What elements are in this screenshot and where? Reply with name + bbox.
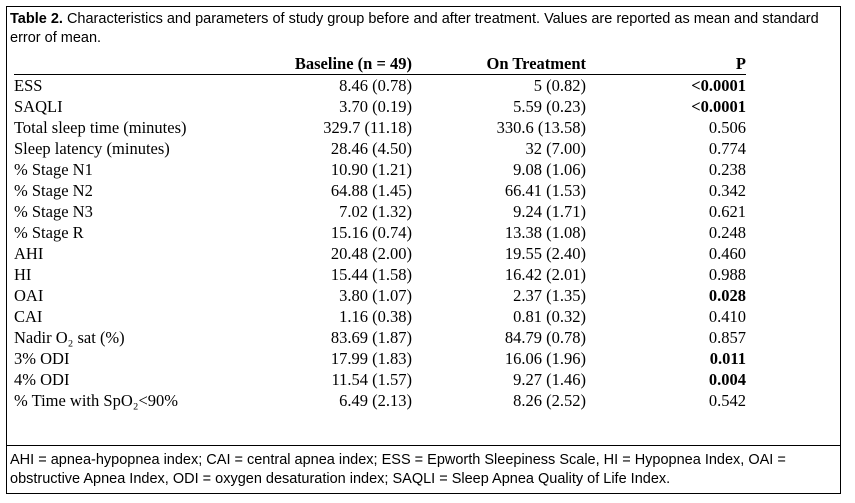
row-parameter: HI [14,265,32,284]
table-row: AHI 20.48 (2.00) 19.55 (2.40) 0.460 [14,243,746,264]
table-row: Total sleep time (minutes) 329.7 (11.18) 3… [14,117,746,138]
row-parameter: % Stage N3 [14,202,93,221]
row-baseline-value: 28.46 (4.50) [330,139,412,158]
row-p-value: 0.774 [708,139,746,158]
row-treatment-value: 13.38 (1.08) [504,223,586,242]
row-baseline-value: 15.44 (1.58) [330,265,412,284]
table-row: Nadir O₂ sat (%) 83.69 (1.87) 84.79 (0.78)… [14,327,746,348]
table-row: ESS 8.46 (0.78) 5 (0.82) <0.0001 [14,75,746,97]
row-treatment-value: 2.37 (1.35) [513,286,586,305]
row-treatment-value: 9.27 (1.46) [513,370,586,389]
row-baseline-value: 3.70 (0.19) [339,97,412,116]
table-row: % Stage N2 64.88 (1.45) 66.41 (1.53) 0.342 [14,180,746,201]
row-baseline-value: 10.90 (1.21) [330,160,412,179]
row-parameter: Sleep latency (minutes) [14,139,170,158]
table-row: HI 15.44 (1.58) 16.42 (2.01) 0.988 [14,264,746,285]
row-baseline-value: 17.99 (1.83) [330,349,412,368]
row-p-value: 0.621 [708,202,746,221]
row-baseline-value: 1.16 (0.38) [339,307,412,326]
row-treatment-value: 9.24 (1.71) [513,202,586,221]
row-treatment-value: 5 (0.82) [533,76,586,95]
table-caption: Table 2. Characteristics and parameters … [10,10,825,48]
row-treatment-value: 84.79 (0.78) [504,328,586,347]
row-baseline-value: 15.16 (0.74) [330,223,412,242]
row-treatment-value: 19.55 (2.40) [504,244,586,263]
row-p-value: 0.410 [708,307,746,326]
header-baseline-label: Baseline (n = 49) [294,54,412,73]
row-p-value: 0.506 [708,118,746,137]
table-row: 3% ODI 17.99 (1.83) 16.06 (1.96) 0.011 [14,348,746,369]
row-baseline-value: 64.88 (1.45) [330,181,412,200]
row-p-value: 0.988 [708,265,746,284]
row-parameter: AHI [14,244,44,263]
table-footnote: AHI = apnea-hypopnea index; CAI = centra… [10,452,786,487]
row-p-value: 0.011 [709,349,746,368]
row-baseline-value: 7.02 (1.32) [339,202,412,221]
header-parameter [14,53,210,75]
row-baseline-value: 3.80 (1.07) [339,286,412,305]
table-row: CAI 1.16 (0.38) 0.81 (0.32) 0.410 [14,306,746,327]
row-treatment-value: 8.26 (2.52) [513,391,586,410]
row-parameter: Total sleep time (minutes) [14,118,187,137]
caption-label: Table 2. [10,11,63,27]
table-body: ESS 8.46 (0.78) 5 (0.82) <0.0001 SAQLI 3.70 (… [14,75,746,412]
row-p-value: 0.857 [708,328,746,347]
table-row: SAQLI 3.70 (0.19) 5.59 (0.23) <0.0001 [14,96,746,117]
table-row: % Stage N3 7.02 (1.32) 9.24 (1.71) 0.621 [14,201,746,222]
row-baseline-value: 20.48 (2.00) [330,244,412,263]
table-row: Sleep latency (minutes) 28.46 (4.50) 32 (7… [14,138,746,159]
row-treatment-value: 32 (7.00) [525,139,587,158]
row-parameter: ESS [14,76,43,95]
caption-text: Characteristics and parameters of study … [10,11,819,46]
header-p: P [586,53,746,75]
table-row: OAI 3.80 (1.07) 2.37 (1.35) 0.028 [14,285,746,306]
row-p-value: 0.028 [708,286,746,305]
row-p-value: 0.460 [708,244,746,263]
row-treatment-value: 16.06 (1.96) [504,349,586,368]
row-parameter: % Stage N2 [14,181,93,200]
header-baseline: Baseline (n = 49) [210,53,412,75]
header-on-treatment: On Treatment [412,53,586,75]
row-parameter: CAI [14,307,43,326]
row-p-value: 0.004 [708,370,746,389]
header-row: Baseline (n = 49) On Treatment P [14,53,746,75]
table-row: 4% ODI 11.54 (1.57) 9.27 (1.46) 0.004 [14,369,746,390]
row-p-value: <0.0001 [691,97,746,116]
row-parameter: 4% ODI [14,370,70,389]
row-treatment-value: 9.08 (1.06) [513,160,586,179]
row-parameter: 3% ODI [14,349,70,368]
row-treatment-value: 5.59 (0.23) [513,97,586,116]
row-treatment-value: 330.6 (13.58) [496,118,586,137]
row-parameter: % Time with SpO₂<90% [14,391,179,410]
row-baseline-value: 8.46 (0.78) [339,76,412,95]
row-p-value: 0.542 [708,391,746,410]
row-treatment-value: 16.42 (2.01) [504,265,586,284]
table-row: % Stage R 15.16 (0.74) 13.38 (1.08) 0.248 [14,222,746,243]
row-parameter: Nadir O₂ sat (%) [14,328,125,347]
table-row: % Stage N1 10.90 (1.21) 9.08 (1.06) 0.238 [14,159,746,180]
row-treatment-value: 0.81 (0.32) [513,307,586,326]
row-parameter: % Stage R [14,223,84,242]
row-p-value: 0.342 [708,181,746,200]
row-treatment-value: 66.41 (1.53) [504,181,586,200]
row-baseline-value: 329.7 (11.18) [323,118,412,137]
row-parameter: % Stage N1 [14,160,93,179]
row-p-value: 0.248 [708,223,746,242]
row-p-value: <0.0001 [691,76,746,95]
characteristics-table: Baseline (n = 49) On Treatment P ESS 8.46… [14,53,746,411]
row-parameter: SAQLI [14,97,63,116]
row-parameter: OAI [14,286,44,305]
row-baseline-value: 11.54 (1.57) [331,370,412,389]
row-baseline-value: 6.49 (2.13) [339,391,412,410]
row-baseline-value: 83.69 (1.87) [330,328,412,347]
row-p-value: 0.238 [708,160,746,179]
table-row: % Time with SpO₂<90% 6.49 (2.13) 8.26 (2.5… [14,390,746,411]
table-frame [6,6,841,494]
footnote-divider [6,445,841,446]
